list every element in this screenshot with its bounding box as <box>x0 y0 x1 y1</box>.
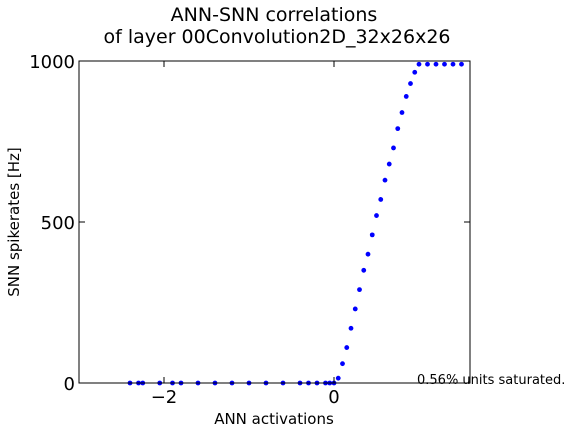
chart-title-line-1: ANN-SNN correlations <box>171 4 378 26</box>
x-axis-label: ANN activations <box>214 410 334 428</box>
data-point <box>416 61 422 67</box>
data-point <box>361 267 367 273</box>
y-tick-label: 0 <box>64 374 75 395</box>
data-point <box>412 69 418 75</box>
data-point <box>408 81 413 86</box>
y-tick-label: 500 <box>41 213 75 234</box>
data-point <box>378 197 384 202</box>
y-axis-ticks: 0 500 1000 <box>29 52 470 395</box>
data-point <box>403 94 409 99</box>
data-point <box>369 232 375 238</box>
data-point <box>348 325 354 331</box>
data-point <box>352 306 358 312</box>
data-point <box>365 251 371 257</box>
data-points <box>127 61 464 386</box>
data-point <box>374 213 379 218</box>
data-point <box>335 375 341 381</box>
data-point <box>399 110 405 115</box>
data-point <box>433 61 439 67</box>
x-axis-ticks: −2 0 <box>151 61 340 408</box>
data-point <box>391 145 396 151</box>
data-point <box>442 61 447 67</box>
y-axis-label: SNN spikerates [Hz] <box>5 147 23 297</box>
y-tick-label: 1000 <box>29 52 75 73</box>
x-tick-label: 0 <box>328 387 339 408</box>
saturation-annotation: 0.56% units saturated. <box>417 373 565 388</box>
x-tick-label: −2 <box>151 387 178 408</box>
data-point <box>382 177 388 183</box>
data-point <box>344 345 350 350</box>
data-point <box>386 161 392 167</box>
data-point <box>357 287 362 293</box>
data-point <box>340 361 345 367</box>
data-point <box>395 126 401 132</box>
data-point <box>450 61 456 67</box>
plot-frame <box>78 60 471 384</box>
data-point <box>425 61 430 67</box>
data-point <box>459 61 464 67</box>
chart-title-line-2: of layer 00Convolution2D_32x26x26 <box>104 26 451 48</box>
